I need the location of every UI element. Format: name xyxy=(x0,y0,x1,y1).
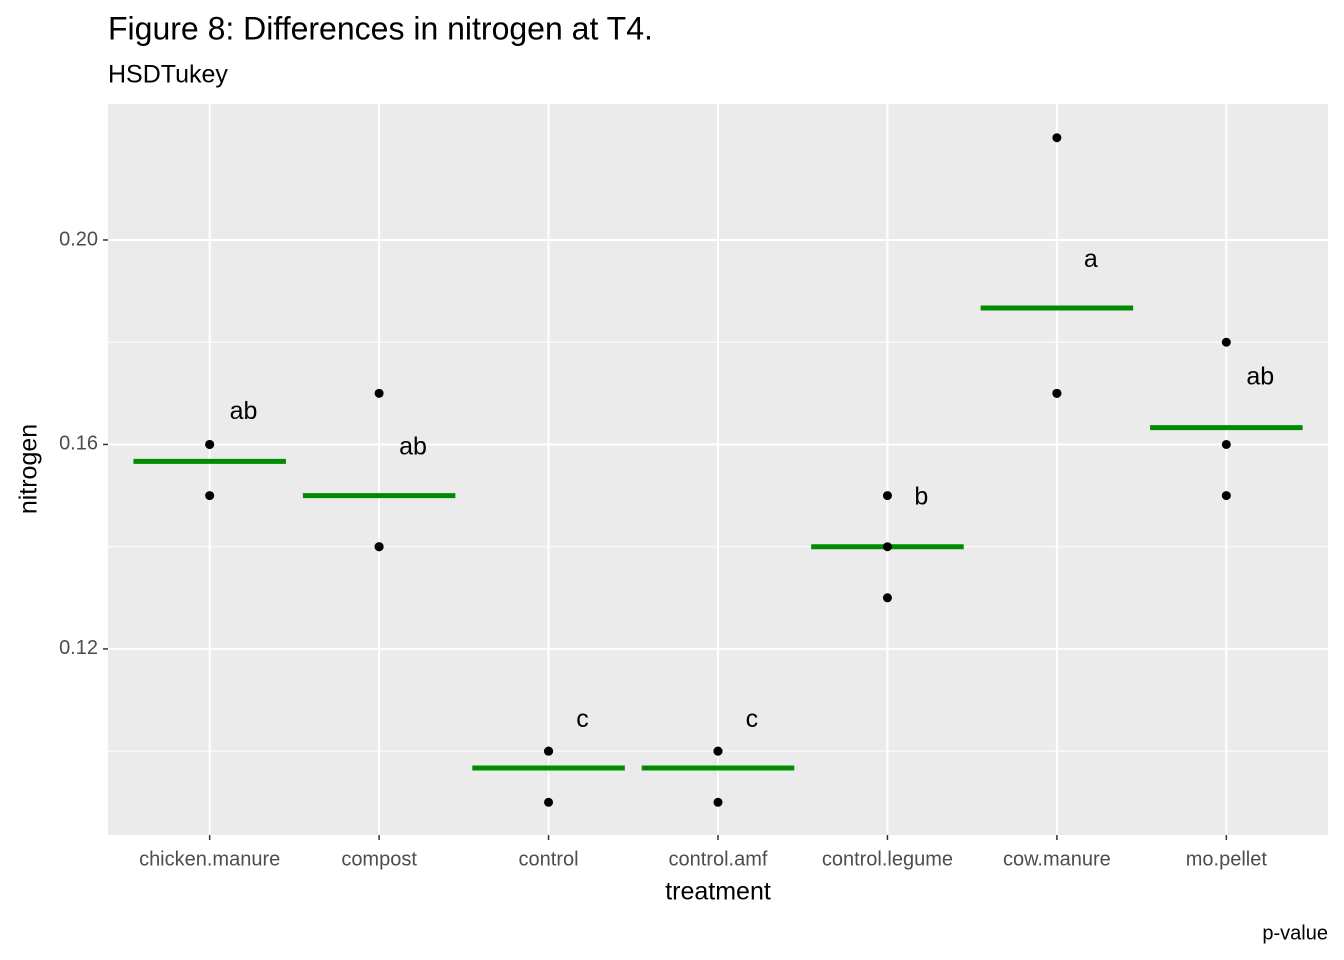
data-point xyxy=(1052,133,1062,143)
y-tick-label: 0.20 xyxy=(59,228,98,250)
caption: p-value xyxy=(1262,922,1328,944)
data-point xyxy=(882,593,892,603)
data-point xyxy=(713,746,723,756)
x-tick-label: control xyxy=(519,848,579,870)
x-tick-label: chicken.manure xyxy=(139,848,280,870)
x-tick-label: mo.pellet xyxy=(1186,848,1268,870)
data-point xyxy=(1052,388,1062,398)
x-tick-label: cow.manure xyxy=(1003,848,1111,870)
data-point xyxy=(1221,337,1231,347)
y-tick-label: 0.12 xyxy=(59,637,98,659)
group-letter: ab xyxy=(399,433,427,461)
chart-title: Figure 8: Differences in nitrogen at T4. xyxy=(108,10,653,46)
y-tick-label: 0.16 xyxy=(59,433,98,455)
data-point xyxy=(374,388,384,398)
group-letter: a xyxy=(1084,245,1098,273)
data-point xyxy=(713,797,723,807)
data-point xyxy=(374,542,384,552)
data-point xyxy=(882,491,892,501)
x-tick-label: control.amf xyxy=(669,848,768,870)
x-tick-label: control.legume xyxy=(822,848,953,870)
group-letter: b xyxy=(914,483,928,511)
group-letter: c xyxy=(576,705,589,733)
chart-subtitle: HSDTukey xyxy=(108,61,228,89)
data-point xyxy=(1221,439,1231,449)
data-point xyxy=(205,491,215,501)
data-point xyxy=(882,542,892,552)
data-point xyxy=(544,746,554,756)
group-letter: ab xyxy=(230,397,258,425)
x-axis-title: treatment xyxy=(665,878,771,906)
data-point xyxy=(1221,491,1231,501)
y-axis-title: nitrogen xyxy=(15,424,43,514)
group-letter: ab xyxy=(1246,363,1274,391)
x-tick-label: compost xyxy=(341,848,417,870)
data-point xyxy=(205,439,215,449)
data-point xyxy=(544,797,554,807)
group-letter: c xyxy=(746,705,759,733)
